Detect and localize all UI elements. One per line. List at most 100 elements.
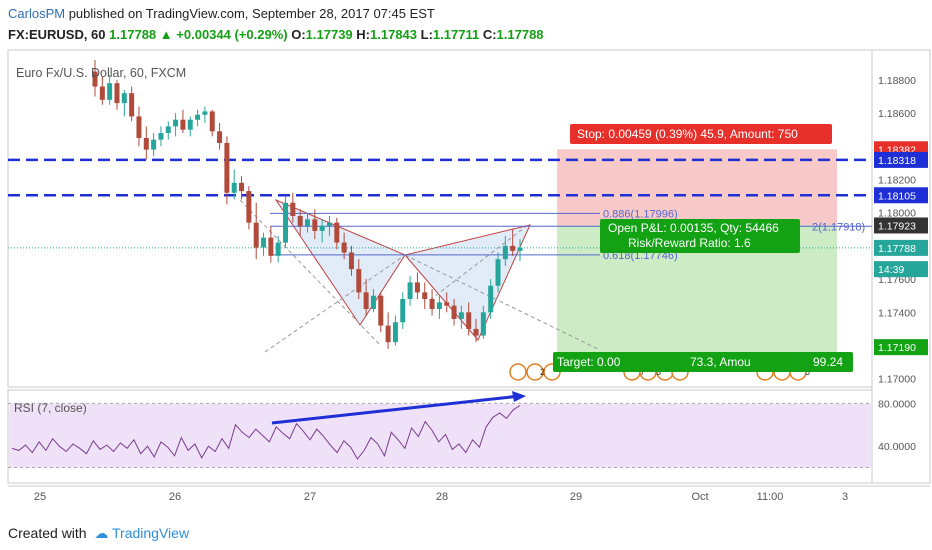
candle-body	[275, 242, 281, 256]
price-tag-label: 1.18318	[878, 155, 916, 167]
candle-body	[488, 285, 494, 313]
candle-body	[495, 259, 501, 286]
candle-body	[158, 133, 164, 140]
tradingview-logo-icon: ☁	[94, 525, 109, 541]
y-tick-label: 1.18200	[878, 174, 916, 186]
candle-body	[283, 202, 289, 243]
chart-canvas[interactable]: 0.886(1.17996)0.618(1.17746)2(1.17918)1.…	[0, 0, 932, 515]
price-tag-box	[874, 261, 928, 278]
candle-body	[224, 142, 230, 193]
candle-body	[165, 126, 171, 134]
candle-body	[348, 252, 354, 270]
candle-body	[136, 116, 142, 138]
close-label: C:	[482, 27, 497, 42]
candle-body	[217, 131, 223, 143]
candle-body	[319, 225, 325, 231]
candle-body	[151, 139, 157, 150]
rsi-tick-label: 80.0000	[878, 398, 916, 410]
x-tick-label: 25	[34, 491, 46, 503]
chart-title: Euro Fx/U.S. Dollar, 60, FXCM	[16, 66, 186, 80]
candle-body	[480, 312, 486, 336]
candle-body	[143, 137, 149, 150]
candle-body	[341, 242, 347, 253]
change-value: +0.00344 (+0.29%)	[176, 27, 288, 42]
y-tick-label: 1.17000	[878, 374, 916, 386]
price-tag-box	[874, 187, 928, 204]
x-tick-label: 3	[842, 491, 848, 503]
arrow-head-icon	[512, 391, 526, 402]
rsi-tick-label: 40.0000	[878, 441, 916, 453]
target-label: 99.24	[813, 355, 843, 369]
candle-body	[370, 295, 376, 309]
rsi-band	[9, 403, 871, 468]
candle-body	[385, 325, 391, 343]
pattern-triangle-xab	[274, 198, 406, 326]
candle-body	[392, 322, 398, 343]
pnl-label: Open P&L: 0.00135, Qty: 54466	[608, 221, 779, 235]
arrow-up-icon: ▲	[159, 27, 173, 42]
low-value: 1.17711	[432, 27, 480, 42]
price-tag-label: 1.17923	[878, 220, 916, 232]
author-link[interactable]: CarlosPM	[8, 6, 66, 21]
tradingview-link[interactable]: TradingView	[112, 525, 190, 541]
candle-body	[510, 245, 516, 251]
candle-body	[239, 182, 245, 192]
rsi-trend-arrow	[271, 394, 521, 425]
candle-body	[466, 312, 472, 329]
candle-body	[502, 245, 508, 260]
publish-header: CarlosPM published on TradingView.com, S…	[8, 6, 435, 21]
candle-body	[429, 299, 435, 309]
y-tick-label: 1.18000	[878, 208, 916, 220]
price-tag-label: 1.17190	[878, 342, 916, 354]
candle-body	[121, 93, 127, 104]
x-tick-label: 28	[436, 491, 448, 503]
stop-label-box	[570, 124, 832, 144]
ohlc-header: FX:EURUSD, 60 1.17788 ▲ +0.00344 (+0.29%…	[8, 27, 544, 42]
pattern-dashed-line	[264, 254, 406, 353]
candle-body	[209, 111, 215, 132]
candle-body	[297, 216, 303, 226]
low-label: L:	[420, 27, 433, 42]
created-with-label: Created with	[8, 525, 87, 541]
candle-body	[473, 328, 479, 336]
x-tick-label: 11:00	[757, 491, 784, 503]
candle-body	[202, 111, 208, 115]
price-tag-label: 14:39	[878, 264, 904, 276]
rr-label: Risk/Reward Ratio: 1.6	[628, 236, 751, 250]
x-tick-label: 27	[304, 491, 316, 503]
footer-brand: Created with ☁ TradingView	[8, 525, 189, 542]
candle-body	[195, 114, 201, 120]
candle-body	[436, 302, 442, 309]
pnl-box	[600, 219, 800, 253]
event-flag-icon	[509, 363, 527, 381]
price-tag-box	[874, 339, 928, 356]
pattern-dashed-line	[239, 199, 381, 346]
symbol-label: FX:EURUSD, 60	[8, 27, 106, 42]
candle-body	[180, 119, 186, 130]
candle-body	[231, 182, 237, 193]
price-tag-label: 1.18105	[878, 190, 916, 202]
last-price: 1.17788	[109, 27, 157, 42]
candle-body	[261, 237, 267, 248]
candle-body	[129, 93, 135, 117]
price-tag-box	[874, 217, 928, 234]
candle-body	[414, 282, 420, 293]
price-tag-box	[874, 239, 928, 256]
candle-body	[99, 86, 105, 100]
close-value: 1.17788	[496, 27, 544, 42]
fib-label: 0.886(1.17996)	[603, 208, 678, 220]
candle-body	[92, 71, 98, 87]
candle-body	[444, 302, 450, 306]
candle-body	[326, 222, 332, 226]
candle-body	[517, 247, 523, 251]
x-tick-label: Oct	[691, 491, 708, 503]
high-value: 1.17843	[370, 27, 418, 42]
candle-body	[107, 83, 113, 100]
candle-body	[173, 119, 179, 127]
candle-body	[290, 202, 296, 217]
candle-body	[422, 292, 428, 300]
y-tick-label: 1.17400	[878, 307, 916, 319]
x-tick-label: 29	[570, 491, 582, 503]
candle-body	[312, 219, 318, 231]
candle-body	[356, 269, 362, 293]
